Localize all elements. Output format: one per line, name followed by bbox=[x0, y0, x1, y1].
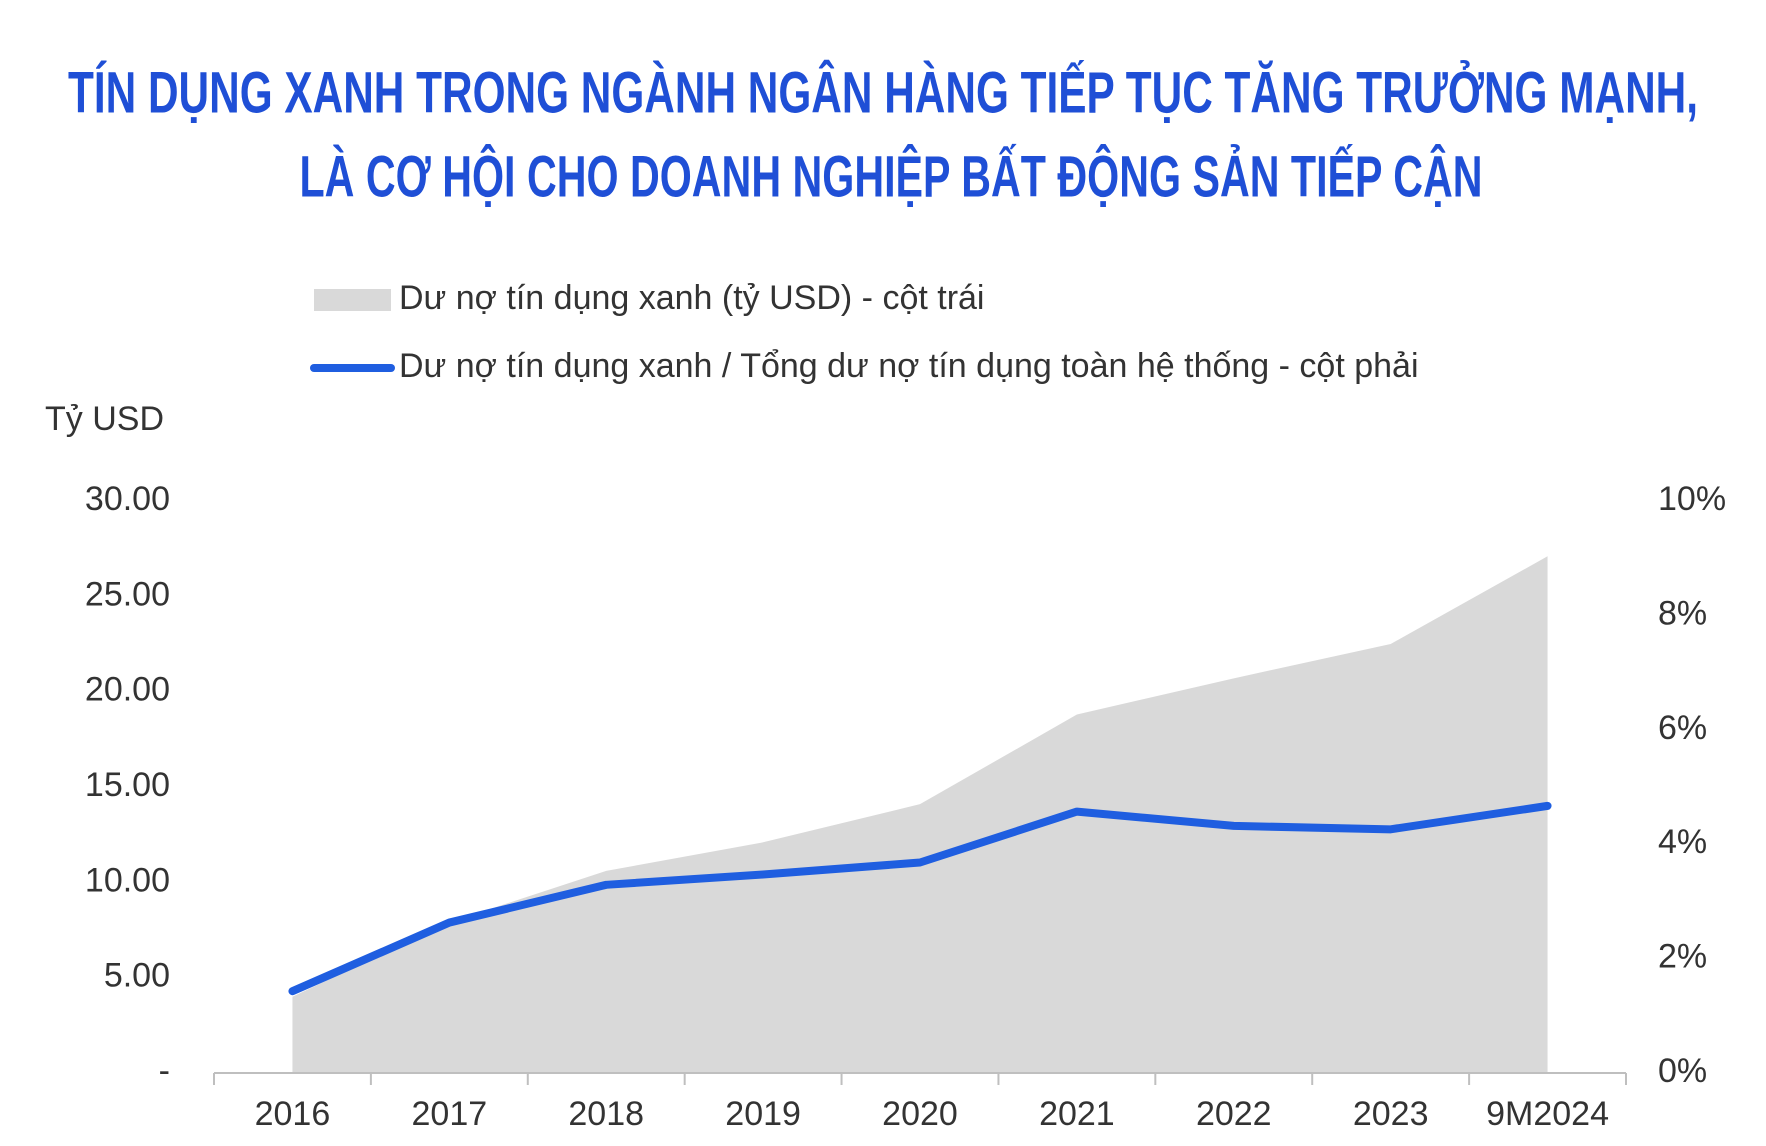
x-tick-label: 2020 bbox=[882, 1095, 958, 1133]
x-tick-label: 2017 bbox=[412, 1095, 488, 1133]
y2-tick-label: 8% bbox=[1658, 594, 1707, 632]
y2-tick-label: 0% bbox=[1658, 1052, 1707, 1090]
y-tick-label: 10.00 bbox=[85, 861, 170, 899]
y-tick-label: 20.00 bbox=[85, 671, 170, 709]
y2-tick-label: 4% bbox=[1658, 823, 1707, 861]
legend-label: Dư nợ tín dụng xanh / Tổng dư nợ tín dụn… bbox=[399, 347, 1419, 385]
y-tick-label: 15.00 bbox=[85, 766, 170, 804]
legend-label: Dư nợ tín dụng xanh (tỷ USD) - cột trái bbox=[399, 279, 985, 317]
y-tick-label: 30.00 bbox=[85, 480, 170, 518]
y-tick-label: - bbox=[159, 1052, 170, 1090]
x-tick-label: 9M2024 bbox=[1486, 1095, 1609, 1133]
chart-title: LÀ CƠ HỘI CHO DOANH NGHIỆP BẤT ĐỘNG SẢN … bbox=[300, 144, 1483, 209]
x-tick-label: 2016 bbox=[255, 1095, 331, 1133]
line bbox=[288, 801, 1552, 996]
chart-title: TÍN DỤNG XANH TRONG NGÀNH NGÂN HÀNG TIẾP… bbox=[68, 60, 1698, 125]
x-tick-label: 2021 bbox=[1039, 1095, 1115, 1133]
x-tick-label: 2022 bbox=[1196, 1095, 1272, 1133]
y-tick-label: 5.00 bbox=[104, 957, 170, 995]
y2-tick-label: 2% bbox=[1658, 938, 1707, 976]
y-axis-label: Tỷ USD bbox=[45, 400, 164, 438]
x-tick-label: 2023 bbox=[1353, 1095, 1429, 1133]
x-tick-label: 2018 bbox=[568, 1095, 644, 1133]
y2-tick-label: 6% bbox=[1658, 709, 1707, 747]
legend-swatch bbox=[314, 289, 391, 311]
area bbox=[292, 556, 1548, 1073]
y-tick-label: 25.00 bbox=[85, 575, 170, 613]
y2-tick-label: 10% bbox=[1658, 480, 1726, 518]
x-tick-label: 2019 bbox=[725, 1095, 801, 1133]
